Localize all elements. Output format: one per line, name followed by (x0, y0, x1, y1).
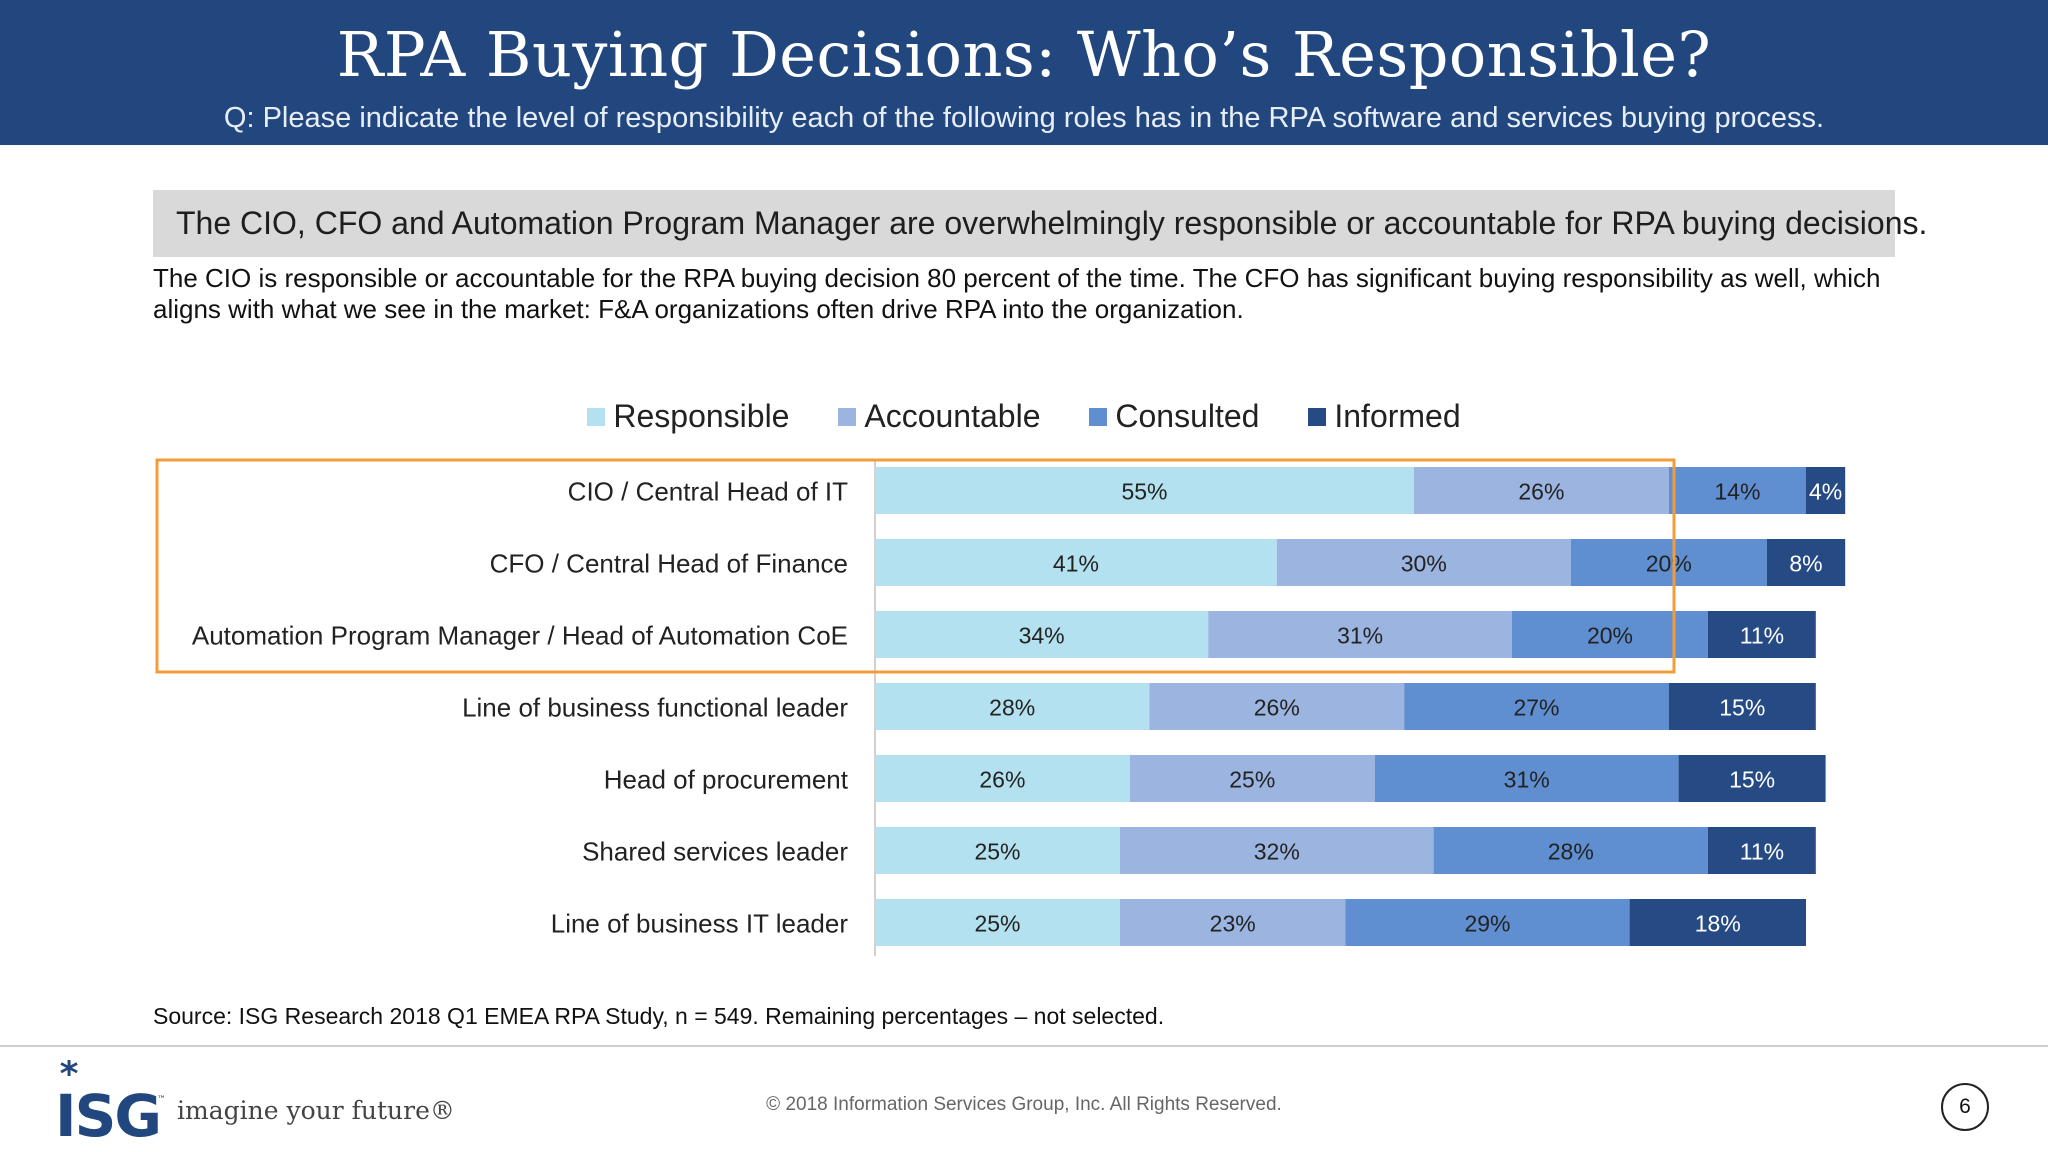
legend-label-informed: Informed (1334, 398, 1461, 434)
bar-segment-accountable (1129, 755, 1375, 802)
svg-text:ISG: ISG (55, 1082, 160, 1140)
bar-data-label: 28% (1548, 839, 1594, 865)
bar-segment-consulted (1668, 467, 1806, 514)
bar-data-label: 15% (1719, 695, 1765, 721)
category-label: CIO / Central Head of IT (568, 477, 848, 507)
source-note: Source: ISG Research 2018 Q1 EMEA RPA St… (153, 1003, 1165, 1029)
footer-divider (0, 1045, 2048, 1047)
key-finding-callout: The CIO, CFO and Automation Program Mana… (153, 190, 1927, 257)
bar-data-label: 28% (989, 695, 1035, 721)
header-banner: RPA Buying Decisions: Who’s Responsible?… (0, 0, 2048, 145)
bar-data-label: 11% (1740, 839, 1784, 865)
legend-item-accountable: Accountable (838, 398, 1040, 435)
bar-segment-accountable (1149, 683, 1405, 730)
bar-data-label: 32% (1254, 839, 1300, 865)
category-label: Head of procurement (604, 765, 849, 795)
bar-data-label: 26% (979, 767, 1025, 793)
legend-item-responsible: Responsible (587, 398, 789, 435)
page-number: 6 (1941, 1083, 1989, 1131)
bar-segment-consulted (1404, 683, 1669, 730)
bar-segment-accountable (1414, 467, 1669, 514)
bar-data-label: 18% (1695, 911, 1741, 937)
bar-segment-informed (1668, 683, 1816, 730)
legend-label-responsible: Responsible (613, 398, 790, 434)
bar-data-label: 31% (1337, 623, 1383, 649)
stacked-bar-chart: CIO / Central Head of IT 55% 26% 14% 4% CFO /… (155, 458, 1846, 956)
bar-segment-responsible (875, 827, 1120, 874)
bar-segment-informed (1766, 539, 1846, 586)
legend-label-consulted: Consulted (1115, 398, 1260, 434)
bar-segment-responsible (875, 755, 1130, 802)
bar-segment-informed (1708, 827, 1816, 874)
bar-segment-informed (1678, 755, 1826, 802)
bar-data-label: 34% (1019, 623, 1065, 649)
bar-data-label: 15% (1729, 767, 1775, 793)
bar-data-label: 11% (1740, 623, 1784, 649)
category-label: Line of business IT leader (551, 909, 849, 939)
category-label: Shared services leader (582, 837, 848, 867)
legend-swatch-informed (1308, 408, 1327, 426)
bar-segment-accountable (1208, 611, 1512, 658)
legend-swatch-accountable (838, 408, 857, 426)
category-label: Line of business functional leader (462, 693, 848, 723)
body-text: The CIO is responsible or accountable fo… (153, 263, 1881, 324)
category-label: Automation Program Manager / Head of Aut… (192, 621, 848, 651)
bar-segment-responsible (875, 539, 1277, 586)
bar-segment-accountable (1120, 827, 1434, 874)
bar-data-label: 29% (1464, 911, 1510, 937)
legend-swatch-consulted (1089, 408, 1108, 426)
highlight-box (155, 458, 1676, 674)
bar-segment-responsible (875, 899, 1120, 946)
bar-data-label: 55% (1121, 479, 1167, 505)
bar-segment-responsible (875, 467, 1414, 514)
bar-segment-consulted (1433, 827, 1708, 874)
bar-data-label: 23% (1210, 911, 1256, 937)
bar-segment-responsible (875, 611, 1209, 658)
legend-item-consulted: Consulted (1089, 398, 1259, 435)
isg-logo-mark: * ISG ™ (55, 1060, 165, 1140)
svg-text:*: * (60, 1060, 79, 1095)
bar-segment-consulted (1374, 755, 1679, 802)
bar-segment-accountable (1120, 899, 1346, 946)
bar-data-label: 14% (1714, 479, 1760, 505)
category-label: CFO / Central Head of Finance (490, 549, 848, 579)
bar-segment-consulted (1570, 539, 1767, 586)
bar-data-label: 8% (1789, 551, 1822, 577)
bar-data-label: 41% (1053, 551, 1099, 577)
bar-data-label: 25% (1229, 767, 1275, 793)
bar-data-label: 25% (974, 911, 1020, 937)
copyright-text: © 2018 Information Services Group, Inc. … (766, 1094, 1282, 1115)
bar-data-label: 26% (1518, 479, 1564, 505)
bar-segment-informed (1806, 467, 1846, 514)
legend-label-accountable: Accountable (864, 398, 1041, 434)
legend-swatch-responsible (587, 408, 606, 426)
bar-segment-consulted (1345, 899, 1630, 946)
bar-data-label: 31% (1504, 767, 1550, 793)
svg-text:™: ™ (157, 1095, 165, 1105)
page-title: RPA Buying Decisions: Who’s Responsible? (336, 18, 1712, 91)
bar-segment-informed (1629, 899, 1806, 946)
bar-data-label: 27% (1513, 695, 1559, 721)
bar-data-label: 30% (1401, 551, 1447, 577)
chart-legend: Responsible Accountable Consulted Inform… (0, 398, 2048, 435)
bar-data-label: 4% (1809, 479, 1842, 505)
page-subtitle: Q: Please indicate the level of responsi… (223, 102, 1825, 134)
bar-segment-informed (1708, 611, 1816, 658)
bar-data-label: 20% (1587, 623, 1633, 649)
bar-data-label: 26% (1254, 695, 1300, 721)
bar-segment-responsible (875, 683, 1150, 730)
bar-segment-accountable (1276, 539, 1571, 586)
logo-tagline: imagine your future® (177, 1096, 455, 1125)
bar-data-label: 20% (1646, 551, 1692, 577)
legend-item-informed: Informed (1308, 398, 1461, 435)
bar-data-label: 25% (974, 839, 1020, 865)
